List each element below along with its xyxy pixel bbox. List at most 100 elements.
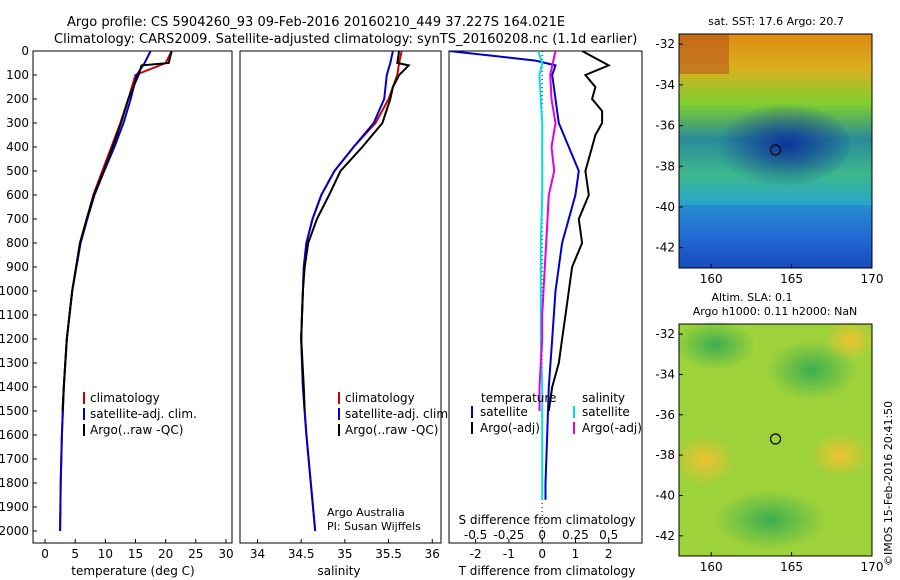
sst-cold-eddy bbox=[710, 103, 850, 187]
y-tick-label: 600 bbox=[6, 188, 29, 202]
x2-tick-label: -0.25 bbox=[493, 528, 524, 542]
y-tick-label: 1100 bbox=[0, 308, 29, 322]
argo-float-marker bbox=[769, 144, 782, 156]
x-tick-label: 10 bbox=[98, 547, 113, 561]
figure-title-line-2: Climatology: CARS2009. Satellite-adjuste… bbox=[54, 32, 637, 47]
legend-label-climatology: climatology bbox=[345, 391, 415, 405]
y-tick-label: 500 bbox=[6, 164, 29, 178]
temperature-legend: climatology satellite-adj. clim. Argo(..… bbox=[83, 391, 197, 437]
series-line-argo-raw-qc- bbox=[61, 51, 173, 412]
y-tick-label: 2000 bbox=[0, 524, 29, 538]
y-tick-label: 1200 bbox=[0, 332, 29, 346]
x2-tick-label: 0 bbox=[538, 528, 546, 542]
sst-map-title: sat. SST: 17.6 Argo: 20.7 bbox=[708, 15, 844, 28]
map-y-tick-label: -36 bbox=[655, 408, 675, 422]
y-tick-label: 700 bbox=[6, 212, 29, 226]
x2-tick-label: -0.5 bbox=[464, 528, 487, 542]
x-tick-label: 25 bbox=[188, 547, 203, 561]
legend-label-climatology: climatology bbox=[90, 391, 160, 405]
x-tick-label: 30 bbox=[218, 547, 233, 561]
sst-map-panel: sat. SST: 17.6 Argo: 20.7 160 165 170 -32 -… bbox=[655, 15, 883, 286]
y-tick-label: 100 bbox=[6, 68, 29, 82]
legend-label-satellite: satellite-adj. clim. bbox=[90, 407, 197, 421]
annotation-argo-australia: Argo Australia bbox=[327, 506, 405, 519]
y-tick-label: 1700 bbox=[0, 452, 29, 466]
x-tick-label: 5 bbox=[71, 547, 79, 561]
sla-high-patch bbox=[810, 433, 870, 477]
map-y-tick-label: -42 bbox=[655, 241, 675, 255]
x-tick-label: 36 bbox=[425, 547, 440, 561]
argo-float-marker bbox=[769, 433, 782, 445]
legend-heading-salinity: salinity bbox=[582, 391, 625, 405]
difference-legend: temperature salinity satellite Argo(-adj… bbox=[471, 391, 642, 435]
difference-panel: -2 -1 0 1 2 -0.5 -0.25 0 0.25 0.5 T difference f… bbox=[448, 50, 643, 578]
sst-map-frame bbox=[678, 33, 873, 269]
x-tick-label: 35.5 bbox=[375, 547, 402, 561]
salinity-panel: 34 34.5 35 35.5 36 salinity climatology sate… bbox=[239, 50, 452, 578]
y-tick-label: 1800 bbox=[0, 476, 29, 490]
map-x-tick-label: 165 bbox=[780, 560, 803, 574]
map-y-tick-label: -32 bbox=[655, 327, 675, 341]
series-line-temperature-satellite bbox=[449, 51, 580, 500]
temperature-panel: 0100200300400500600700800900100011001200… bbox=[0, 44, 234, 578]
map-x-tick-label: 160 bbox=[700, 560, 723, 574]
sla-high-patch bbox=[825, 320, 875, 360]
y-tick-label: 1900 bbox=[0, 500, 29, 514]
temperature-xlabel: temperature (deg C) bbox=[71, 564, 194, 578]
x-tick-label: 34.5 bbox=[288, 547, 315, 561]
map-y-tick-label: -38 bbox=[655, 448, 675, 462]
map-x-tick-label: 170 bbox=[861, 272, 884, 286]
x-tick-label: 0 bbox=[538, 547, 546, 561]
map-y-tick-label: -38 bbox=[655, 159, 675, 173]
s-difference-xlabel: S difference from climatology bbox=[459, 513, 636, 527]
legend-label-s-satellite: satellite bbox=[582, 405, 630, 419]
x-tick-label: 35 bbox=[337, 547, 352, 561]
legend-label-satellite: satellite-adj. clim. bbox=[345, 407, 452, 421]
sla-map-title: Altim. SLA: 0.1 bbox=[711, 291, 792, 304]
y-tick-label: 900 bbox=[6, 260, 29, 274]
x-tick-label: -2 bbox=[470, 547, 482, 561]
x-tick-label: 15 bbox=[128, 547, 143, 561]
sla-low-patch bbox=[715, 490, 825, 550]
sst-warm-patch bbox=[679, 34, 729, 74]
legend-label-s-argo: Argo(-adj) bbox=[582, 421, 642, 435]
figure-title-line-1: Argo profile: CS 5904260_93 09-Feb-2016 … bbox=[67, 15, 565, 30]
legend-label-t-satellite: satellite bbox=[480, 405, 528, 419]
legend-label-t-argo: Argo(-adj) bbox=[480, 421, 540, 435]
sla-map-frame bbox=[678, 323, 873, 557]
map-y-tick-label: -40 bbox=[655, 200, 675, 214]
legend-heading-temperature: temperature bbox=[481, 391, 556, 405]
series-line-salinity-argo-adj- bbox=[538, 51, 557, 411]
y-tick-label: 1600 bbox=[0, 428, 29, 442]
sla-low-patch bbox=[675, 320, 755, 370]
y-tick-label: 800 bbox=[6, 236, 29, 250]
imos-watermark: ©IMOS 15-Feb-2016 20:41:50 bbox=[882, 401, 895, 566]
temperature-axes-frame bbox=[32, 50, 233, 544]
map-x-tick-label: 160 bbox=[700, 272, 723, 286]
map-y-tick-label: -34 bbox=[655, 367, 675, 381]
y-tick-label: 300 bbox=[6, 116, 29, 130]
series-line-salinity-satellite bbox=[537, 51, 544, 500]
x-tick-label: -1 bbox=[503, 547, 515, 561]
map-y-tick-label: -32 bbox=[655, 37, 675, 51]
y-tick-label: 400 bbox=[6, 140, 29, 154]
sst-south-band bbox=[679, 205, 872, 268]
sla-high-patch bbox=[675, 435, 735, 485]
map-y-tick-label: -36 bbox=[655, 119, 675, 133]
y-tick-label: 1300 bbox=[0, 356, 29, 370]
sla-map-panel: Altim. SLA: 0.1 Argo h1000: 0.11 h2000: … bbox=[655, 291, 883, 574]
legend-label-argo: Argo(..raw -QC) bbox=[345, 423, 438, 437]
legend-label-argo: Argo(..raw -QC) bbox=[90, 423, 183, 437]
x-tick-label: 2 bbox=[605, 547, 613, 561]
x-tick-label: 20 bbox=[158, 547, 173, 561]
map-y-tick-label: -40 bbox=[655, 488, 675, 502]
annotation-pi: PI: Susan Wijffels bbox=[327, 520, 421, 533]
map-x-tick-label: 170 bbox=[861, 560, 884, 574]
x2-tick-label: 0.25 bbox=[562, 528, 589, 542]
series-line-argo-raw-qc- bbox=[300, 51, 411, 412]
y-tick-label: 1500 bbox=[0, 404, 29, 418]
map-y-tick-label: -42 bbox=[655, 529, 675, 543]
salinity-xlabel: salinity bbox=[317, 564, 360, 578]
x2-tick-label: 0.5 bbox=[599, 528, 618, 542]
y-tick-label: 0 bbox=[21, 44, 29, 58]
